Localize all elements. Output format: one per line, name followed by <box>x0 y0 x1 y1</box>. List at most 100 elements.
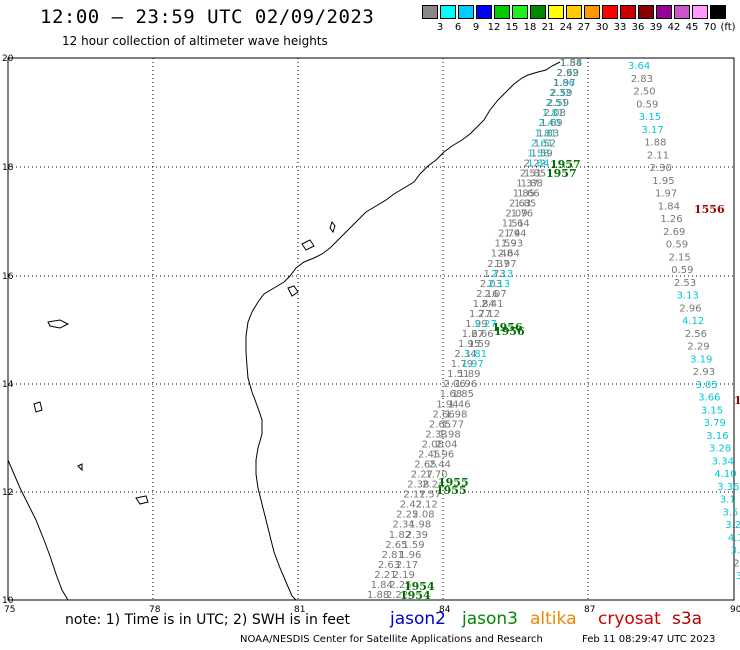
legend-swatch <box>422 5 438 19</box>
swh-value-track-c: 2. <box>733 558 740 569</box>
y-tick-label: 10 <box>2 596 14 606</box>
legend-swatch <box>584 5 600 19</box>
swh-value-track-b: 1.76 <box>511 209 533 220</box>
legend-swatch <box>458 5 474 19</box>
legend-swatch <box>674 5 690 19</box>
swh-value-track-c: 3.1 <box>720 495 736 506</box>
island-6 <box>77 463 83 472</box>
swh-value-track-a: 2.37 <box>487 259 509 270</box>
swh-value-track-c: 2.15 <box>669 252 691 263</box>
swh-value-track-b: 1.57 <box>419 490 441 501</box>
swh-value-track-a: 2.45 <box>418 450 440 461</box>
pass-time-label: 1955 <box>436 484 467 497</box>
swh-value-track-b: 2.39 <box>406 530 428 541</box>
swh-value-track-b: 2.17 <box>396 560 418 571</box>
legend-label: 45 <box>685 22 699 33</box>
legend-swatch <box>656 5 672 19</box>
swh-value-track-c: 2.93 <box>693 367 715 378</box>
swh-value-track-a: 1.82 <box>389 530 411 541</box>
swh-value-track-b: 1.46 <box>448 399 470 410</box>
swh-value-track-c: 3.05 <box>696 380 718 391</box>
satellite-name: cryosat <box>598 609 661 629</box>
island-3 <box>287 285 299 297</box>
swh-value-track-b: 2.08 <box>544 108 566 119</box>
swh-value-track-b: 1.85 <box>452 389 474 400</box>
swh-value-track-c: 3.34 <box>712 456 734 467</box>
swh-value-track-c: 3.64 <box>628 61 650 72</box>
legend-swatch <box>692 5 708 19</box>
swh-value-track-c: 1.84 <box>658 201 680 212</box>
map-title: 12:00 – 23:59 UTC 02/09/2023 <box>40 6 375 28</box>
swh-value-track-a: 1.68 <box>440 389 462 400</box>
swh-value-track-b: 2.44 <box>429 460 451 471</box>
island-1 <box>329 220 336 234</box>
legend-label: 24 <box>559 22 573 33</box>
swh-value-track-a: 2.03 <box>480 279 502 290</box>
swh-value-track-b: 1.88 <box>560 58 582 69</box>
swh-value-track-b: 1.84 <box>527 158 549 169</box>
pass-time-label: 1956 <box>492 321 523 334</box>
swh-value-track-a: 2.32 <box>549 88 571 99</box>
swh-value-track-c: 0.59 <box>671 265 693 276</box>
swh-value-track-b: 2.19 <box>393 570 415 581</box>
swh-value-track-a: 1.95 <box>458 339 480 350</box>
x-tick-label: 90 <box>730 605 740 615</box>
satellite-name: s3a <box>672 609 703 629</box>
swh-value-track-b: 1.89 <box>458 369 480 380</box>
swh-value-track-a: 2.09 <box>505 209 527 220</box>
swh-value-track-b: 1.97 <box>553 78 575 89</box>
swh-value-track-a: 2.51 <box>520 168 542 179</box>
legend-swatch <box>512 5 528 19</box>
swh-value-track-b: 2.41 <box>481 299 503 310</box>
swh-value-track-b: 1.96 <box>432 450 454 461</box>
swh-value-track-b: 2.07 <box>485 289 507 300</box>
swh-value-track-c: 3.28 <box>709 444 731 455</box>
swh-value-track-b: 1.85 <box>524 168 546 179</box>
swh-value-track-b: 2.12 <box>478 309 500 320</box>
swh-value-track-a: 2.16 <box>476 289 498 300</box>
x-tick-label: 87 <box>584 605 595 615</box>
swh-value-track-a: 1.84 <box>371 580 393 591</box>
pass-time-label: 1556 <box>694 203 725 216</box>
coastline-sri-lanka-west <box>7 459 69 601</box>
swh-value-track-b: 2.12 <box>416 500 438 511</box>
generated-timestamp: Feb 11 08:29:47 UTC 2023 <box>582 634 716 645</box>
swh-value-track-b: 2.13 <box>491 269 513 280</box>
swh-value-track-a: 1.51 <box>502 219 524 230</box>
swh-value-track-a: 2.40 <box>538 118 560 129</box>
legend-swatch <box>602 5 618 19</box>
swh-value-track-a: 2.63 <box>509 199 531 210</box>
swh-value-track-b: 1.97 <box>462 359 484 370</box>
swh-value-track-b: 2.64 <box>498 249 520 260</box>
legend-swatch <box>530 5 546 19</box>
island-7 <box>135 495 149 505</box>
legend-label: 3 <box>436 22 444 33</box>
swh-value-track-c: 4.10 <box>714 469 736 480</box>
swh-value-track-a: 1.58 <box>527 148 549 159</box>
swh-value-track-b: 1.97 <box>494 259 516 270</box>
pass-time-label: 1954 <box>400 589 431 602</box>
legend-label: 30 <box>595 22 609 33</box>
swh-value-track-a: 2.38 <box>407 480 429 491</box>
swh-value-track-c: 2.83 <box>631 74 653 85</box>
swh-value-track-c: 3.15 <box>701 405 723 416</box>
swh-value-track-b: 1.59 <box>402 540 424 551</box>
swh-value-track-c: 0.59 <box>666 240 688 251</box>
swh-value-track-b: 1.66 <box>517 189 539 200</box>
legend-label: 39 <box>649 22 663 33</box>
map-grid <box>8 58 734 600</box>
swh-value-track-a: 2.66 <box>433 409 455 420</box>
legend-label: 42 <box>667 22 681 33</box>
swh-value-track-b: 1.52 <box>534 138 556 149</box>
legend-label: 18 <box>523 22 537 33</box>
swh-value-track-a: 1.51 <box>447 369 469 380</box>
swh-value-track-b: 2.24 <box>422 480 444 491</box>
y-tick-label: 20 <box>2 54 14 64</box>
map-frame <box>7 57 735 601</box>
legend-label: 15 <box>505 22 519 33</box>
swh-value-track-c: 3.36 <box>717 482 739 493</box>
swh-value-track-a: 2.61 <box>531 138 553 149</box>
legend-label: 33 <box>613 22 627 33</box>
swh-value-track-a: 1.79 <box>451 359 473 370</box>
altimeter-tracks: 1.881.842.212.632.812.651.822.342.252.42… <box>367 58 740 602</box>
